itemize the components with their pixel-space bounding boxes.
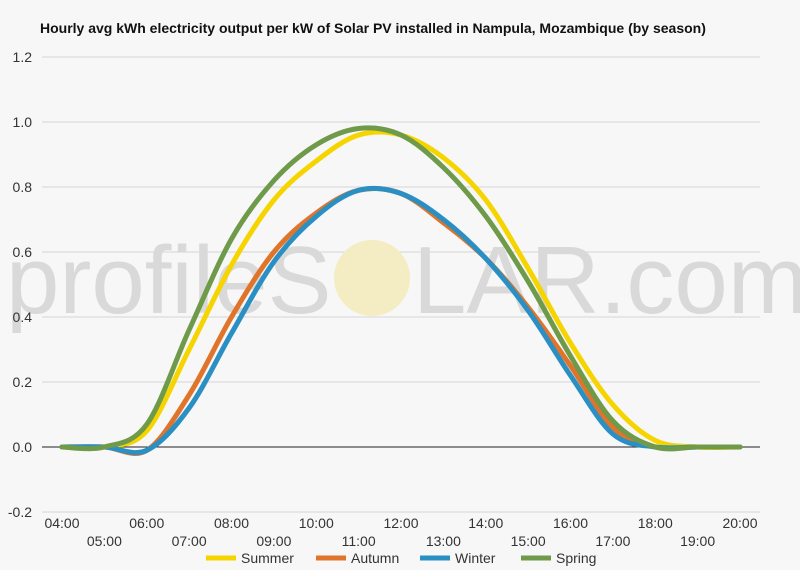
x-tick-label: 14:00 — [468, 515, 503, 531]
legend: Summer Autumn Winter Spring — [206, 550, 596, 566]
x-tick-label: 06:00 — [129, 515, 164, 531]
chart-title: Hourly avg kWh electricity output per kW… — [40, 20, 706, 36]
series-line-winter — [59, 185, 743, 456]
x-tick-label: 20:00 — [722, 515, 757, 531]
x-axis-ticks: 04:00 05:00 06:00 07:00 08:00 09:00 10:00 11:00… — [44, 515, 757, 549]
y-axis-ticks: -0.2 0.0 0.2 0.4 0.6 0.8 1.0 1.2 — [8, 49, 32, 520]
series-line-spring — [59, 125, 743, 452]
x-tick-label: 16:00 — [553, 515, 588, 531]
legend-label-spring: Spring — [556, 550, 596, 566]
x-tick-label: 08:00 — [214, 515, 249, 531]
legend-label-summer: Summer — [241, 550, 294, 566]
watermark: profileS LAR.com — [6, 227, 800, 334]
x-tick-label: 04:00 — [44, 515, 79, 531]
series-layer — [59, 125, 743, 456]
x-tick-label: 11:00 — [342, 533, 376, 549]
x-tick-label: 17:00 — [595, 533, 630, 549]
x-tick-label: 15:00 — [511, 533, 546, 549]
grid — [42, 56, 760, 513]
y-tick-label: 1.2 — [13, 49, 33, 65]
x-tick-label: 12:00 — [383, 515, 418, 531]
legend-label-autumn: Autumn — [351, 550, 399, 566]
watermark-text-right: LAR.com — [413, 227, 800, 334]
y-tick-label: 0.6 — [13, 244, 33, 260]
y-tick-label: 0.0 — [13, 439, 33, 455]
x-tick-label: 09:00 — [256, 533, 291, 549]
y-tick-label: -0.2 — [8, 504, 32, 520]
y-tick-label: 0.8 — [13, 179, 33, 195]
x-tick-label: 19:00 — [680, 533, 715, 549]
x-tick-label: 18:00 — [638, 515, 673, 531]
x-tick-label: 05:00 — [87, 533, 122, 549]
x-tick-label: 07:00 — [172, 533, 207, 549]
x-tick-label: 10:00 — [299, 515, 334, 531]
y-tick-label: 1.0 — [13, 114, 33, 130]
x-tick-label: 13:00 — [426, 533, 461, 549]
y-tick-label: 0.4 — [13, 309, 33, 325]
legend-label-winter: Winter — [455, 550, 496, 566]
watermark-sun-icon — [334, 240, 410, 316]
y-tick-label: 0.2 — [13, 374, 33, 390]
